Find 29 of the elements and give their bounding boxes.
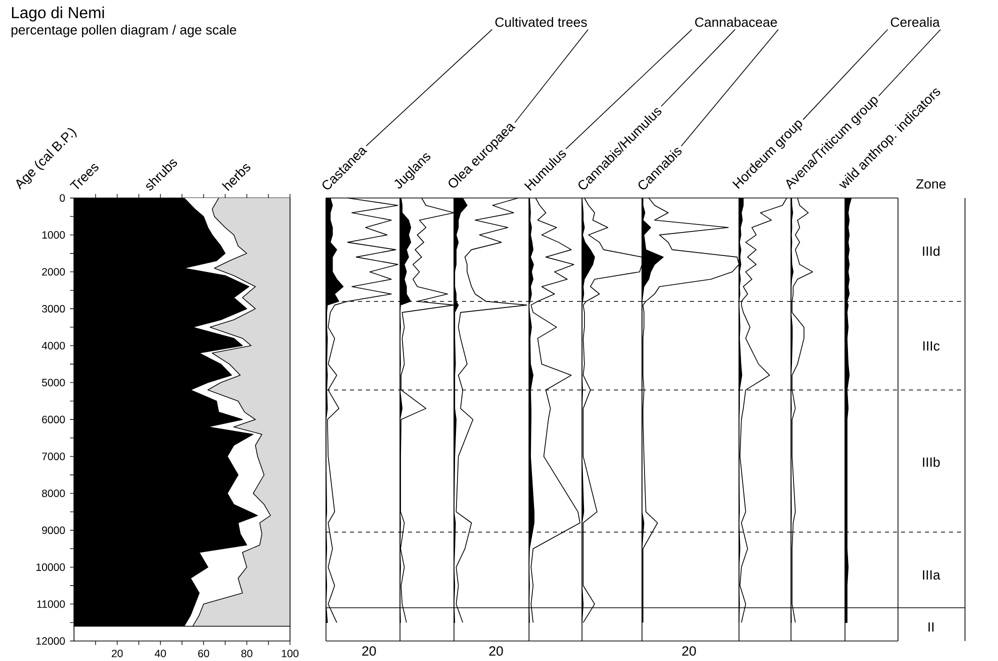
y-tick-label: 3000 [42,304,65,313]
y-tick-label: 12000 [36,637,65,645]
y-tick-label: 0 [60,194,65,202]
y-tick-label: 8000 [42,490,65,498]
text: IIIa [922,570,940,580]
text: Cannabaceae [695,17,777,27]
y-tick-label: 11000 [37,600,65,608]
x-tick-label: 80 [241,650,252,658]
chart-subtitle: percentage pollen diagram / age scale [12,24,236,38]
y-tick-label: 4000 [42,342,65,350]
x-tick-label: 100 [282,650,298,658]
text: Cerealia [890,17,940,27]
text: Zone [916,179,946,189]
y-tick-label: 7000 [42,452,65,460]
text: IIIb [922,457,940,467]
y-tick-label: 2000 [42,268,65,276]
y-tick-label: 9000 [42,526,65,534]
x-tick-label: 60 [198,650,210,658]
y-tick-label: 6000 [42,416,65,424]
x-tick-label: 20 [112,650,123,658]
y-tick-label: 10000 [36,563,65,571]
text: IIId [922,246,940,256]
x-tick-label: 40 [154,650,166,658]
y-tick-label: 1000 [42,231,65,239]
chart-title: Lago di Nemi [12,6,104,22]
text: II [928,622,934,632]
text: IIIc [923,341,940,351]
y-tick-label: 5000 [42,378,65,386]
text: Cultivated trees [495,17,587,27]
